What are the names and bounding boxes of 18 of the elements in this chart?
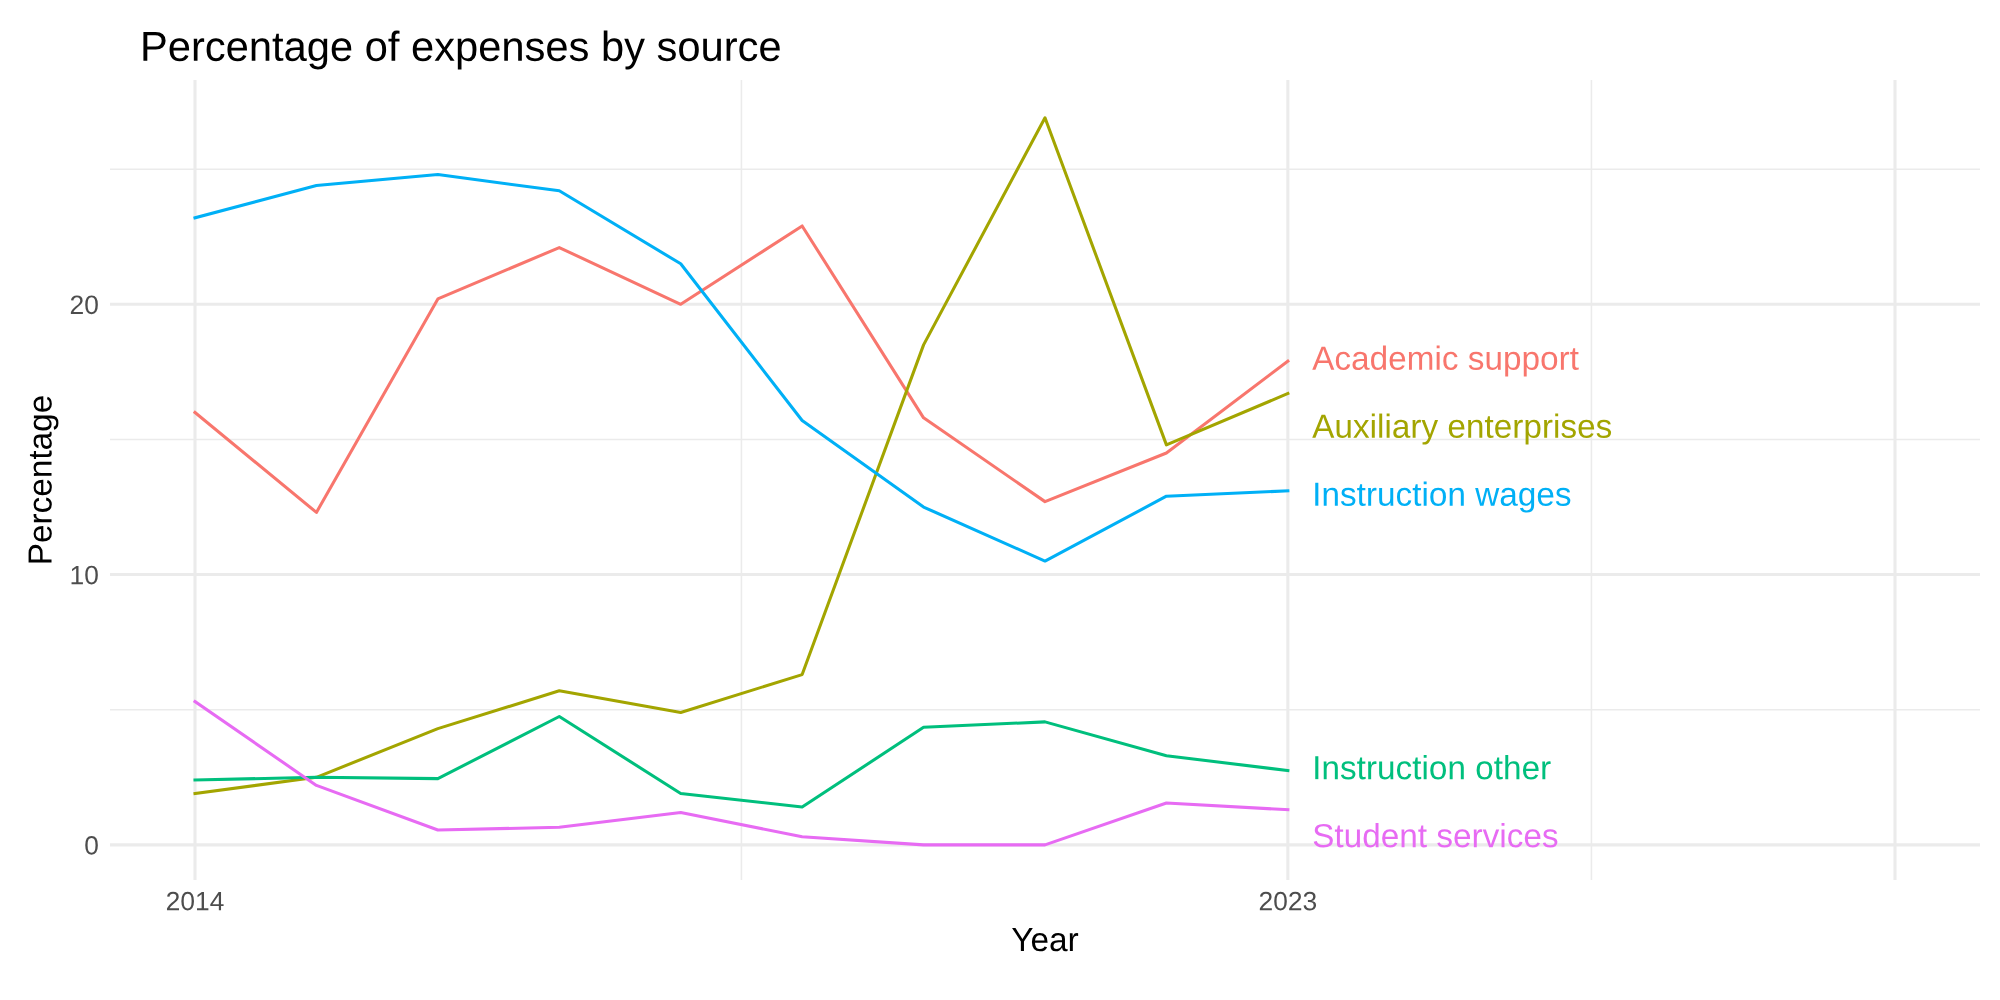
y-tick-label: 0 [85, 836, 98, 855]
series-label: Student services [1313, 823, 1558, 848]
y-tick-label: 20 [70, 295, 98, 315]
series-label: Instruction wages [1315, 481, 1571, 513]
line-series [193, 173, 1290, 563]
line-series [193, 714, 1290, 809]
y-axis-title: Percentage [28, 396, 59, 563]
series-label: Academic support [1312, 345, 1579, 377]
line-series [193, 116, 1290, 796]
line-series [193, 224, 1290, 514]
x-tick-label: 2023 [1259, 891, 1317, 911]
chart-title: Percentage of expenses by source [143, 30, 780, 70]
series-label: Instruction other [1315, 755, 1551, 780]
y-tick-label: 10 [71, 565, 98, 585]
x-axis-title: Year [1012, 928, 1079, 952]
series-label: Auxiliary enterprises [1312, 413, 1612, 445]
x-tick-label: 2014 [166, 891, 224, 911]
line-series [193, 700, 1290, 847]
